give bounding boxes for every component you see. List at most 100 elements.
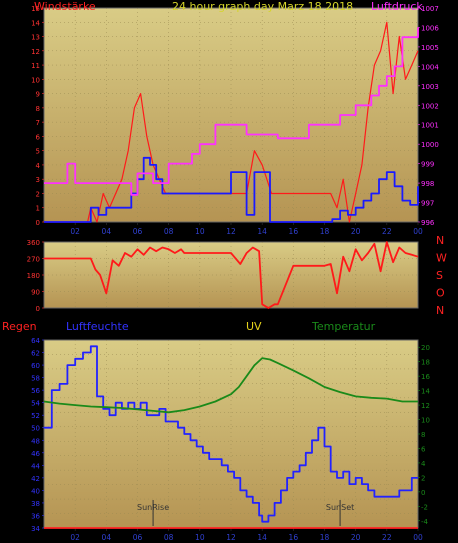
x-tick-label: 20	[351, 227, 361, 236]
left-y-tick-label: 360	[27, 239, 40, 247]
x-tick-label: 08	[164, 227, 174, 236]
left-y-tick-label: 58	[31, 375, 40, 383]
left-y-tick-label: 54	[31, 400, 40, 408]
right-y-tick-label: -2	[421, 503, 428, 511]
pressure-line	[44, 27, 419, 196]
right-y-tick-label: 1007	[421, 5, 439, 13]
x-tick-label: 06	[133, 533, 143, 542]
left-y-tick-label: 15	[31, 5, 40, 13]
right-y-tick-label: 1003	[421, 83, 439, 91]
x-tick-label: 04	[102, 227, 112, 236]
x-tick-label: 16	[289, 533, 299, 542]
sun-annotation-label: SunRise	[137, 503, 169, 512]
x-tick-label: 00	[413, 533, 423, 542]
left-y-tick-label: 34	[31, 525, 40, 533]
x-tick-label: 08	[164, 533, 174, 542]
left-y-tick-label: 62	[31, 350, 40, 358]
direction-grid	[44, 242, 418, 308]
humidity-line	[44, 345, 418, 523]
left-y-tick-label: 90	[31, 289, 40, 297]
left-y-tick-label: 42	[31, 475, 40, 483]
x-tick-label: 20	[351, 533, 361, 542]
left-y-tick-label: 60	[31, 362, 40, 370]
x-tick-label: 14	[257, 227, 267, 236]
left-y-tick-label: 1	[36, 205, 40, 213]
left-y-tick-label: 14	[31, 19, 40, 27]
x-tick-label: 10	[195, 533, 205, 542]
climate-x-ticks: 02 04 06 08 10 12 14 16 18 20 22 00	[70, 528, 423, 542]
x-tick-label: 02	[70, 533, 80, 542]
chart-title: 24 hour graph day Marz 18 2018	[172, 0, 353, 13]
left-y-tick-label: 3	[36, 176, 40, 184]
left-y-tick-label: 9	[36, 91, 40, 99]
temperature-label: Temperatur	[311, 320, 376, 333]
right-y-tick-label: 12	[421, 402, 430, 410]
climate-series	[43, 345, 418, 529]
right-y-tick-label: 2	[421, 474, 425, 482]
wind-left-label: Windstärke	[34, 0, 96, 13]
left-y-tick-label: 48	[31, 437, 40, 445]
wind-x-ticks: 02 04 06 08 10 12 14 16 18 20 22 00	[70, 222, 423, 236]
x-tick-label: 06	[133, 227, 143, 236]
climate-panel: Regen Luftfeuchte UV Temperatur 34363840…	[2, 320, 430, 542]
uv-label: UV	[246, 320, 262, 333]
avg-line	[44, 156, 419, 223]
right-y-tick-label: 0	[421, 489, 425, 497]
humidity-label: Luftfeuchte	[66, 320, 129, 333]
temperature-line	[43, 357, 418, 414]
left-y-tick-label: 46	[31, 450, 40, 458]
left-y-tick-label: 6	[36, 133, 41, 141]
right-y-tick-label: 1004	[421, 63, 439, 71]
right-y-tick-label: 10	[421, 417, 430, 425]
compass-label: W	[436, 252, 447, 265]
x-tick-label: 22	[382, 227, 392, 236]
left-y-tick-label: 64	[31, 337, 40, 345]
left-y-tick-label: 270	[27, 256, 40, 264]
left-y-tick-label: 50	[31, 425, 40, 433]
x-tick-label: 02	[70, 227, 80, 236]
sun-annotation-label: SunSet	[326, 503, 354, 512]
right-y-tick-label: 6	[421, 445, 426, 453]
x-tick-label: 04	[102, 533, 112, 542]
compass-label: O	[436, 287, 445, 300]
compass-label: N	[436, 234, 444, 247]
compass-label: S	[436, 269, 443, 282]
humidity-y-ticks: 34 36 38 40 42 44 46 48 50 52 54 56 58 60 62 64	[31, 337, 44, 533]
left-y-tick-label: 52	[31, 412, 40, 420]
x-tick-label: 00	[413, 227, 423, 236]
wind-series	[44, 21, 419, 223]
left-y-tick-label: 7	[36, 119, 40, 127]
direction-series	[44, 241, 419, 309]
right-y-tick-label: 1006	[421, 24, 439, 32]
right-y-tick-label: 1001	[421, 122, 439, 130]
left-y-tick-label: 40	[31, 487, 40, 495]
x-tick-label: 12	[226, 533, 236, 542]
left-y-tick-label: 11	[31, 62, 40, 70]
left-y-tick-label: 0	[36, 219, 40, 227]
pressure-y-ticks: 996 997 998 999 1000 1001 1002 1003 1004 1005 1006…	[418, 5, 439, 227]
left-y-tick-label: 0	[36, 305, 40, 313]
wind-right-label: Luftdruck	[371, 0, 423, 13]
right-y-tick-label: 998	[421, 180, 434, 188]
left-y-tick-label: 56	[31, 387, 40, 395]
right-y-tick-label: 1005	[421, 44, 439, 52]
right-y-tick-label: 18	[421, 359, 430, 367]
left-y-tick-label: 5	[36, 148, 40, 156]
x-tick-label: 16	[289, 227, 299, 236]
right-y-tick-label: 4	[421, 460, 426, 468]
left-y-tick-label: 180	[27, 272, 40, 280]
right-y-tick-label: -4	[421, 518, 429, 526]
right-y-tick-label: 1000	[421, 141, 439, 149]
x-tick-label: 10	[195, 227, 205, 236]
left-y-tick-label: 2	[36, 190, 40, 198]
left-y-tick-label: 13	[31, 34, 40, 42]
right-y-tick-label: 8	[421, 431, 425, 439]
rain-label: Regen	[2, 320, 37, 333]
x-tick-label: 14	[257, 533, 267, 542]
x-tick-label: 18	[320, 227, 330, 236]
x-tick-label: 18	[320, 533, 330, 542]
